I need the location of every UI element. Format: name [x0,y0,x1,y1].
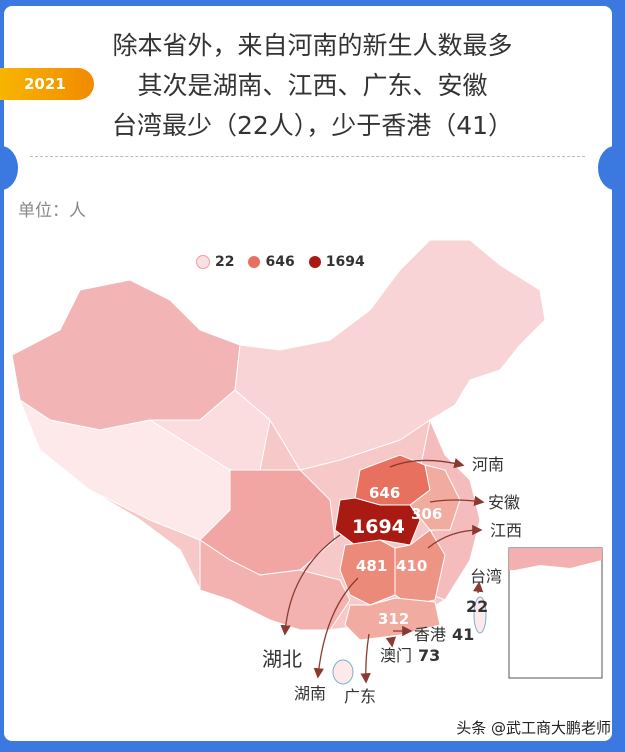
value-macau: 73 [418,646,440,665]
inset-coast [509,548,602,570]
label-taiwan: 台湾 [470,567,502,586]
ticket-notch-right [598,146,625,190]
legend-swatch [196,255,210,269]
dashed-divider [30,156,585,157]
headline-line: 除本省外，来自河南的新生人数最多 [112,31,513,60]
headline: 除本省外，来自河南的新生人数最多 其次是湖南、江西、广东、安徽 台湾最少（22人… [0,26,625,146]
arrows [280,458,485,684]
value-hongkong: 41 [452,625,474,644]
watermark: 头条 @武工商大鹏老师 [456,719,611,737]
value-taiwan: 22 [466,597,488,616]
label-guangdong: 广东 [344,687,376,706]
province-anhui [409,464,461,531]
legend-swatch [308,256,321,268]
province-guangdong [344,597,441,641]
label-jiangxi: 江西 [490,521,522,540]
island-taiwan [473,596,487,634]
legend-label: 22 [215,254,235,270]
legend-label: 646 [265,254,295,270]
province-hunan [339,539,396,606]
label-hubei: 湖北 [262,647,302,671]
label-henan: 河南 [472,455,504,474]
legend-item: 1694 [308,254,365,270]
province-hubei [334,497,421,546]
region-yunnan-guangxi [199,539,351,631]
legend-item: 646 [248,254,295,270]
label-hongkong: 香港 [414,625,446,644]
label-anhui: 安徽 [488,493,520,512]
label-macau: 澳门 [380,646,412,665]
value-jiangxi: 410 [396,557,427,575]
legend-swatch [248,256,261,268]
legend-item: 22 [196,254,234,270]
unit-label: 单位：人 [18,201,86,221]
value-hubei: 1694 [352,516,405,538]
province-jiangxi [394,529,446,606]
region-north [234,239,546,471]
island-hainan [332,659,354,685]
region-northwest [11,279,241,431]
south-china-sea-inset [508,547,603,679]
legend: 22 646 1694 [196,254,365,270]
value-guangdong: 312 [378,610,409,628]
value-anhui: 306 [411,505,442,523]
headline-line: 其次是湖南、江西、广东、安徽 [137,71,488,100]
value-hunan: 481 [356,557,387,575]
value-henan: 646 [369,484,400,502]
ticket-notch-left [0,146,18,190]
legend-label: 1694 [325,254,365,270]
headline-line: 台湾最少（22人），少于香港（41） [111,111,514,140]
year-badge: 2021 [0,68,94,100]
label-hunan: 湖南 [294,684,326,703]
